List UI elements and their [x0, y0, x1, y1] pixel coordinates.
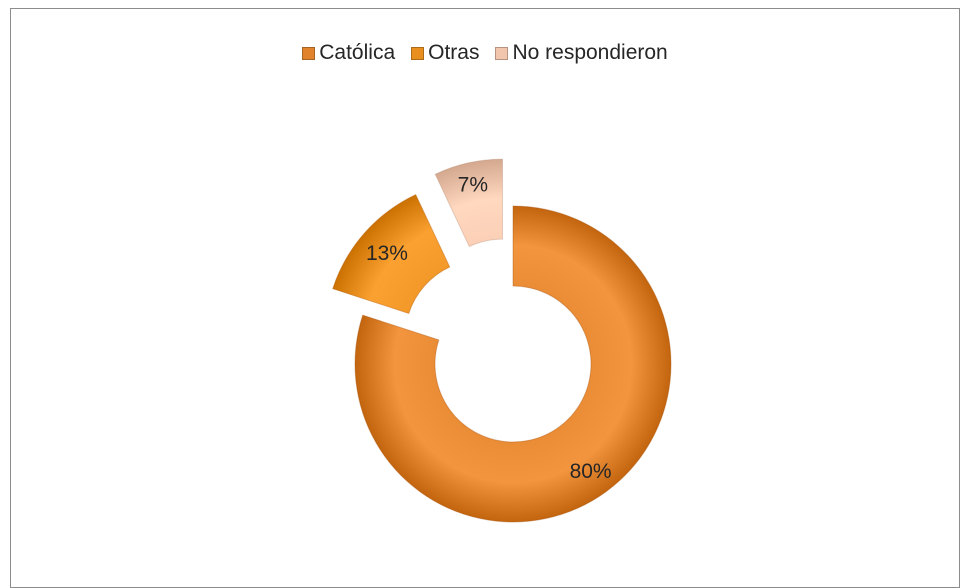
slice-no-respondieron — [434, 158, 504, 248]
slice-otras — [332, 193, 451, 315]
legend-item-catolica: Católica — [302, 41, 395, 65]
slice-catolica — [354, 205, 672, 523]
legend-swatch-catolica — [302, 46, 316, 60]
legend-label-otras: Otras — [428, 41, 480, 64]
legend-label-catolica: Católica — [319, 41, 396, 64]
slice-label-otras: 13% — [366, 242, 408, 265]
legend-swatch-otras — [411, 46, 425, 60]
slice-label-no-respondieron: 7% — [458, 173, 488, 196]
legend-item-no-respondieron: No respondieron — [495, 41, 668, 65]
legend: Católica Otras No respondieron — [11, 41, 959, 65]
legend-label-no-respondieron: No respondieron — [512, 41, 668, 64]
legend-item-otras: Otras — [411, 41, 479, 65]
slice-label-catolica: 80% — [570, 460, 612, 483]
legend-swatch-no-respondieron — [495, 46, 509, 60]
